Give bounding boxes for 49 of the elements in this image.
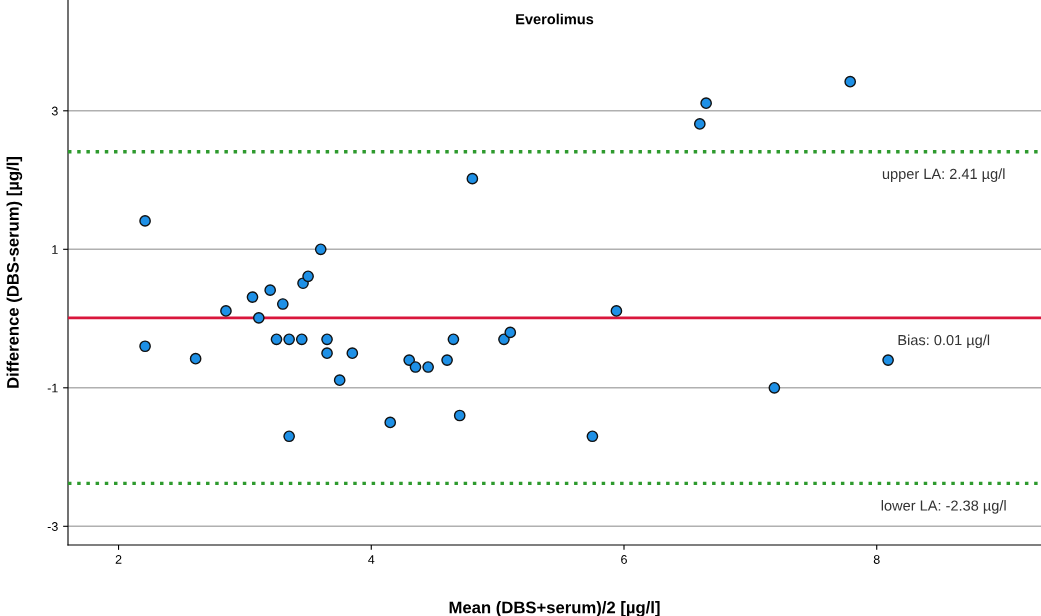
ref-line-label: lower LA: -2.38 µg/l: [881, 500, 1006, 514]
point: [333, 374, 346, 387]
point: [586, 430, 599, 443]
point: [295, 333, 308, 346]
ref-line-label: upper LA: 2.41 µg/l: [882, 168, 1005, 182]
y-tick-label: -3: [47, 522, 58, 531]
point: [139, 215, 151, 227]
point: [220, 305, 232, 317]
point: [700, 97, 712, 110]
point: [283, 333, 295, 346]
point: [466, 172, 479, 185]
point: [882, 354, 894, 366]
point: [246, 291, 259, 303]
point: [453, 409, 466, 422]
point: [844, 75, 857, 88]
x-tick-label: 6: [621, 555, 627, 564]
x-tick-label: 4: [368, 555, 375, 564]
point: [321, 333, 333, 346]
y-tick-label: -1: [47, 383, 58, 393]
y-tick-label: 1: [52, 245, 58, 254]
point: [264, 284, 277, 297]
point: [768, 381, 781, 394]
point: [314, 243, 327, 256]
point: [321, 347, 333, 360]
point: [276, 298, 289, 310]
point: [422, 361, 434, 373]
point: [302, 270, 314, 283]
x-tick-label: 2: [115, 555, 122, 564]
point: [270, 333, 283, 346]
point: [441, 354, 453, 366]
point: [346, 347, 359, 360]
x-tick-label: 8: [873, 555, 880, 564]
point: [693, 118, 706, 130]
y-axis-title: Difference (DBS-serum) [µg/l]: [6, 157, 23, 388]
point: [504, 326, 517, 339]
point: [139, 340, 151, 353]
point: [252, 312, 265, 324]
point: [189, 352, 202, 365]
point: [403, 354, 416, 366]
text: Everolimus: [516, 13, 594, 25]
point: [447, 333, 460, 346]
point: [283, 430, 295, 443]
y-tick-label: 3: [51, 106, 58, 116]
point: [610, 305, 623, 317]
point: [384, 416, 397, 429]
ref-line-label: Bias: 0.01 µg/l: [898, 334, 990, 349]
x-axis-title: Mean (DBS+serum)/2 [µg/l]: [449, 601, 660, 616]
point: [498, 333, 510, 346]
point: [409, 361, 422, 373]
